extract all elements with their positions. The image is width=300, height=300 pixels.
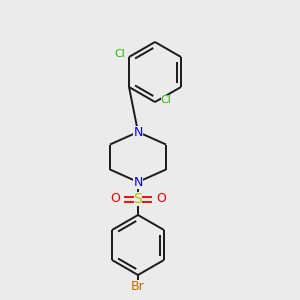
Text: O: O [110, 193, 120, 206]
Text: N: N [133, 176, 143, 188]
Text: S: S [134, 192, 142, 206]
Text: Cl: Cl [160, 95, 171, 105]
Text: Br: Br [131, 280, 145, 293]
Text: Cl: Cl [115, 49, 125, 59]
Text: N: N [133, 125, 143, 139]
Text: O: O [156, 193, 166, 206]
